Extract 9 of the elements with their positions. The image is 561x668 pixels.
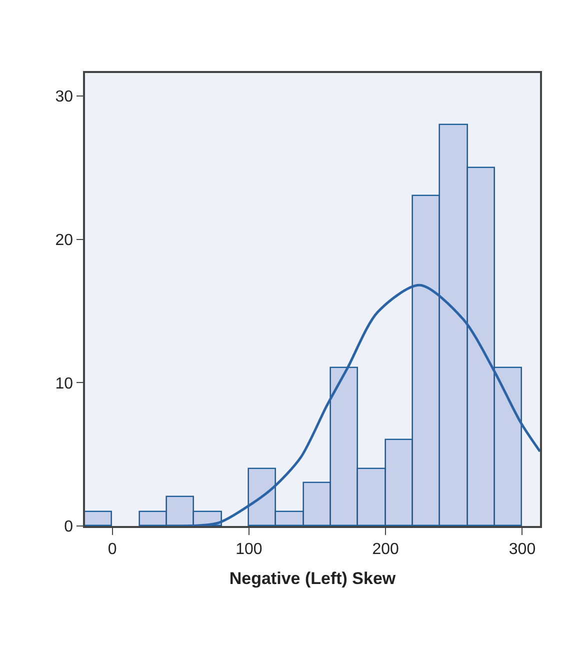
y-tick-label: 20 [55,232,74,249]
y-tick-label: 10 [55,375,74,392]
y-tick-label: 30 [55,88,74,106]
x-tick-label: 200 [372,540,400,558]
x-tick-label: 100 [236,540,262,558]
x-axis-title: Negative (Left) Skew [229,568,396,588]
x-tick-label: 0 [108,540,117,558]
y-tick-label: 0 [64,518,74,536]
x-tick-label: 300 [508,540,536,558]
